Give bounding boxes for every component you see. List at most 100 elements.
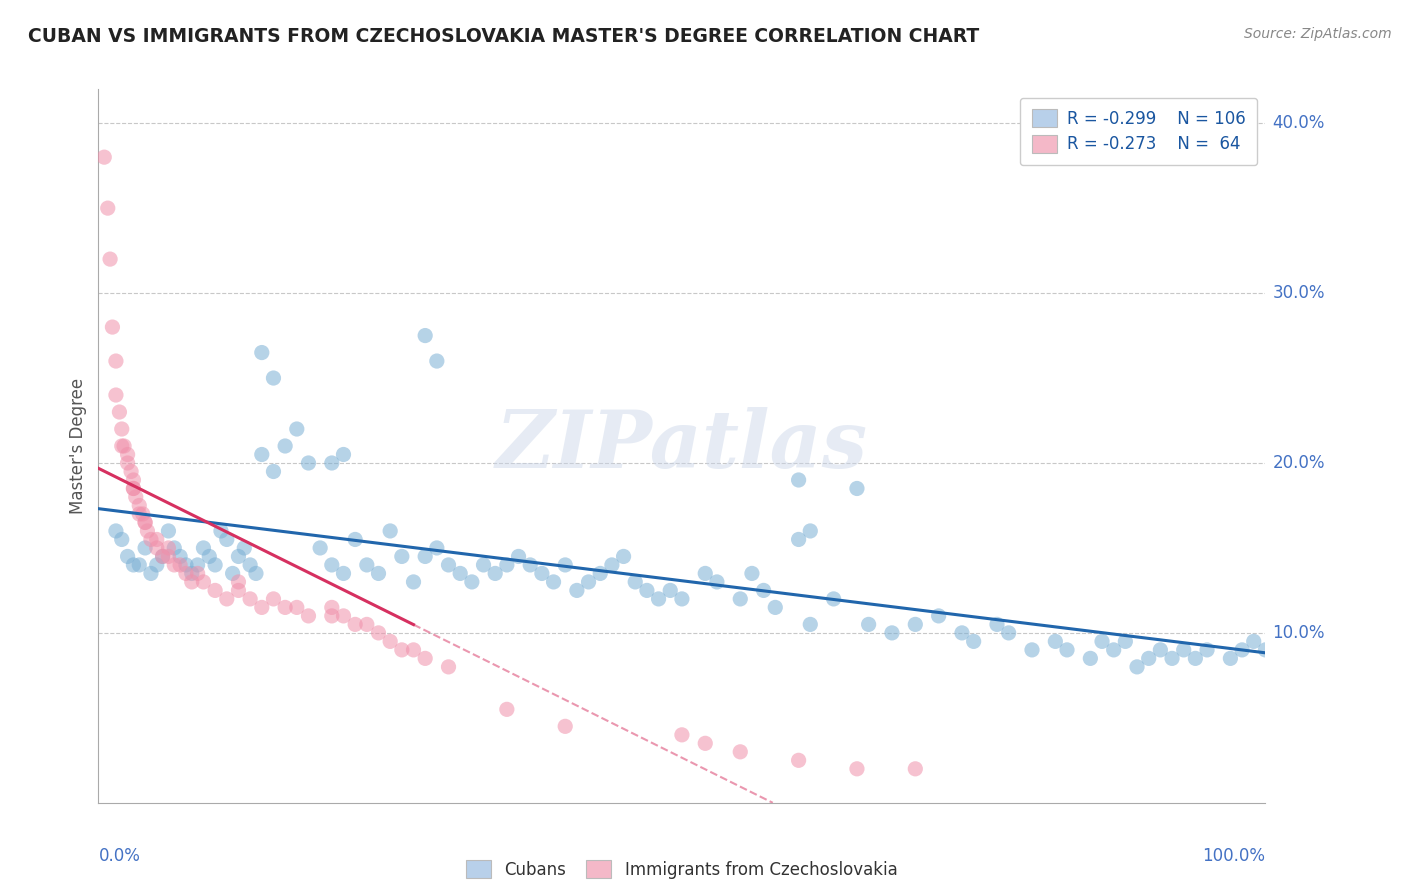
Point bbox=[122, 482, 145, 496]
Text: 30.0%: 30.0% bbox=[1272, 284, 1324, 302]
Point bbox=[228, 574, 250, 589]
Point bbox=[193, 574, 215, 589]
Point bbox=[117, 549, 139, 564]
Point bbox=[122, 482, 145, 496]
Point bbox=[215, 591, 238, 606]
Point bbox=[1080, 651, 1102, 665]
Point bbox=[204, 583, 226, 598]
Legend: Cubans, Immigrants from Czechoslovakia: Cubans, Immigrants from Czechoslovakia bbox=[458, 852, 905, 888]
Point bbox=[163, 541, 186, 555]
Point bbox=[543, 574, 565, 589]
Point bbox=[1173, 643, 1195, 657]
Point bbox=[245, 566, 267, 581]
Point bbox=[174, 558, 197, 572]
Point bbox=[880, 626, 903, 640]
Point bbox=[472, 558, 495, 572]
Point bbox=[250, 448, 273, 462]
Point bbox=[589, 566, 612, 581]
Text: Source: ZipAtlas.com: Source: ZipAtlas.com bbox=[1244, 27, 1392, 41]
Point bbox=[1045, 634, 1067, 648]
Point bbox=[180, 574, 202, 589]
Point bbox=[1195, 643, 1218, 657]
Point bbox=[187, 558, 209, 572]
Text: CUBAN VS IMMIGRANTS FROM CZECHOSLOVAKIA MASTER'S DEGREE CORRELATION CHART: CUBAN VS IMMIGRANTS FROM CZECHOSLOVAKIA … bbox=[28, 27, 980, 45]
Point bbox=[104, 388, 127, 402]
Point bbox=[997, 626, 1019, 640]
Point bbox=[437, 660, 460, 674]
Point bbox=[845, 762, 868, 776]
Point bbox=[1149, 643, 1171, 657]
Point bbox=[274, 600, 297, 615]
Point bbox=[391, 549, 413, 564]
Point bbox=[104, 524, 127, 538]
Point bbox=[647, 591, 669, 606]
Point bbox=[111, 422, 134, 436]
Point bbox=[426, 541, 449, 555]
Y-axis label: Master's Degree: Master's Degree bbox=[69, 378, 87, 514]
Point bbox=[1161, 651, 1184, 665]
Point bbox=[378, 524, 402, 538]
Point bbox=[986, 617, 1008, 632]
Text: 40.0%: 40.0% bbox=[1272, 114, 1324, 132]
Point bbox=[730, 591, 752, 606]
Point bbox=[332, 566, 354, 581]
Point bbox=[122, 473, 145, 487]
Point bbox=[285, 422, 308, 436]
Point bbox=[297, 456, 319, 470]
Point bbox=[221, 566, 243, 581]
Point bbox=[752, 583, 775, 598]
Point bbox=[174, 566, 197, 581]
Point bbox=[128, 499, 150, 513]
Point bbox=[461, 574, 484, 589]
Point bbox=[1230, 643, 1253, 657]
Text: 20.0%: 20.0% bbox=[1272, 454, 1324, 472]
Point bbox=[763, 600, 786, 615]
Point bbox=[799, 617, 821, 632]
Point bbox=[262, 465, 284, 479]
Point bbox=[787, 473, 810, 487]
Point bbox=[146, 541, 169, 555]
Point bbox=[904, 617, 927, 632]
Point bbox=[671, 728, 693, 742]
Point bbox=[1102, 643, 1125, 657]
Point bbox=[228, 549, 250, 564]
Point bbox=[169, 549, 191, 564]
Point bbox=[1056, 643, 1078, 657]
Point bbox=[495, 702, 517, 716]
Point bbox=[157, 524, 180, 538]
Point bbox=[600, 558, 623, 572]
Point bbox=[321, 456, 343, 470]
Point bbox=[344, 533, 367, 547]
Point bbox=[309, 541, 332, 555]
Point bbox=[250, 345, 273, 359]
Point bbox=[554, 719, 576, 733]
Point bbox=[239, 558, 262, 572]
Point bbox=[146, 533, 169, 547]
Point bbox=[108, 405, 131, 419]
Point bbox=[950, 626, 973, 640]
Point bbox=[741, 566, 763, 581]
Point bbox=[163, 558, 186, 572]
Point bbox=[1114, 634, 1136, 648]
Point bbox=[1091, 634, 1114, 648]
Point bbox=[321, 600, 343, 615]
Point bbox=[136, 524, 159, 538]
Point bbox=[332, 448, 354, 462]
Point bbox=[1126, 660, 1149, 674]
Point bbox=[730, 745, 752, 759]
Point bbox=[636, 583, 658, 598]
Point bbox=[112, 439, 135, 453]
Point bbox=[204, 558, 226, 572]
Point bbox=[180, 566, 202, 581]
Point bbox=[659, 583, 682, 598]
Point bbox=[332, 608, 354, 623]
Text: 10.0%: 10.0% bbox=[1272, 624, 1324, 642]
Point bbox=[262, 371, 284, 385]
Point bbox=[111, 533, 134, 547]
Point bbox=[139, 533, 162, 547]
Point bbox=[671, 591, 693, 606]
Point bbox=[799, 524, 821, 538]
Point bbox=[128, 558, 150, 572]
Point bbox=[344, 617, 367, 632]
Point bbox=[98, 252, 121, 266]
